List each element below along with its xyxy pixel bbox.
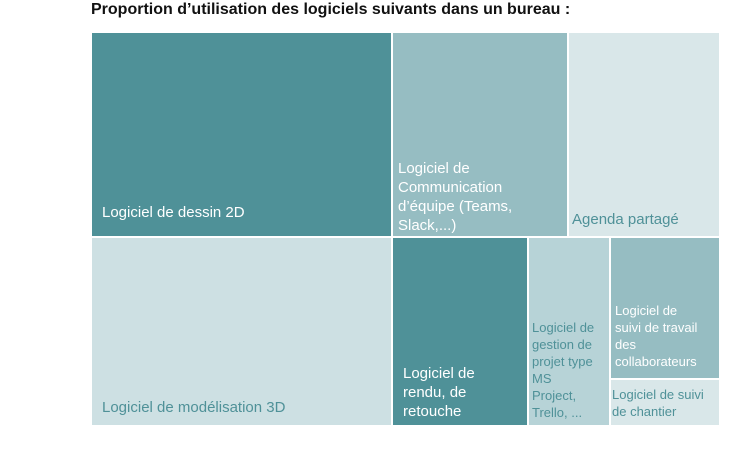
tile-logiciel-communication-equipe: Logiciel de Communication d’équipe (Team… [393, 33, 569, 238]
tile-label: Logiciel de suivi de travail des collabo… [615, 303, 698, 369]
tile-logiciel-suivi-chantier: Logiciel de suivi de chantier [611, 380, 721, 427]
tile-logiciel-gestion-projet: Logiciel de gestion de projet type MS Pr… [529, 238, 611, 427]
tile-label: Agenda partagé [572, 211, 679, 228]
tile-label: Logiciel de Communication d’équipe (Team… [398, 160, 513, 234]
tile-label: Logiciel de dessin 2D [102, 204, 245, 221]
tile-logiciel-dessin-2d: Logiciel de dessin 2D [92, 33, 393, 238]
tile-agenda-partage: Agenda partagé [569, 33, 721, 238]
tile-label: Logiciel de rendu, de retouche [403, 365, 475, 420]
tile-logiciel-rendu-retouche: Logiciel de rendu, de retouche [393, 238, 529, 427]
tile-label: Logiciel de suivi de chantier [612, 387, 704, 419]
tile-logiciel-modelisation-3d: Logiciel de modélisation 3D [92, 238, 393, 427]
tile-label: Logiciel de modélisation 3D [102, 399, 286, 416]
tile-logiciel-suivi-travail: Logiciel de suivi de travail des collabo… [611, 238, 721, 380]
chart-title: Proportion d’utilisation des logiciels s… [91, 1, 571, 18]
tile-label: Logiciel de gestion de projet type MS Pr… [532, 320, 595, 420]
